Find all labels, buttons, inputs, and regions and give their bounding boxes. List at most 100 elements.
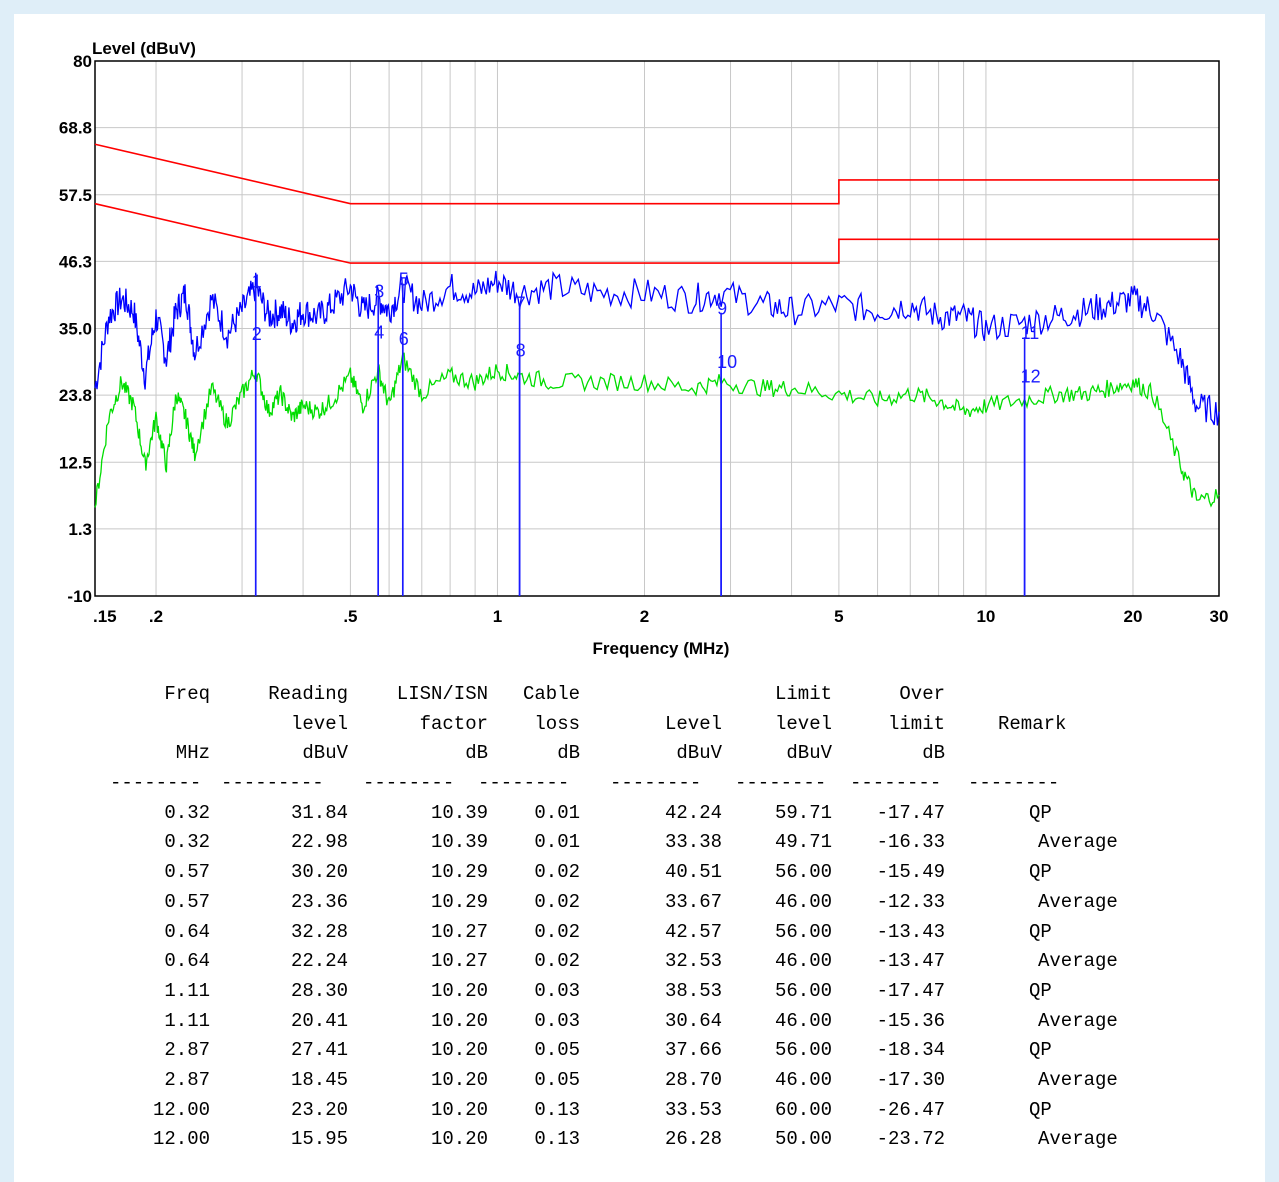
table-cell: 46.00 — [775, 1009, 833, 1032]
table-cell: 10.29 — [431, 861, 489, 884]
table-cell: QP — [1029, 1098, 1052, 1121]
table-cell: 60.00 — [775, 1098, 833, 1121]
table-cell: factor — [419, 712, 489, 735]
x-tick-label: .15 — [93, 607, 117, 626]
table-cell: -------- — [850, 772, 942, 795]
table-cell: level — [775, 712, 833, 735]
table-cell: -------- — [363, 772, 455, 795]
marker-label-1: 1 — [252, 271, 262, 291]
table-cell: 2.87 — [164, 1039, 210, 1062]
y-tick-label: 12.5 — [59, 453, 92, 472]
x-tick-label: 30 — [1210, 607, 1229, 626]
table-cell: Average — [1038, 890, 1118, 913]
chart-grid — [95, 61, 1219, 596]
table-cell: -18.34 — [876, 1039, 946, 1062]
x-tick-label: .5 — [343, 607, 357, 626]
table-cell: 28.70 — [665, 1068, 723, 1091]
table-cell: -17.30 — [876, 1068, 946, 1091]
table-cell: 42.24 — [665, 801, 723, 824]
x-tick-label: 5 — [834, 607, 843, 626]
limit-line-2 — [94, 202, 1219, 264]
table-cell: 26.28 — [665, 1128, 723, 1151]
table-cell: 0.05 — [534, 1068, 580, 1091]
table-cell: 37.66 — [665, 1039, 723, 1062]
table-cell: 2.87 — [164, 1068, 210, 1091]
table-cell: -26.47 — [876, 1098, 946, 1121]
table-cell: 22.24 — [291, 950, 349, 973]
table-cell: 10.27 — [431, 950, 489, 973]
table-cell: 10.20 — [431, 1039, 489, 1062]
marker-label-9: 9 — [717, 299, 727, 319]
y-axis-title: Level (dBuV) — [92, 39, 196, 58]
table-cell: 10.39 — [431, 831, 489, 854]
table-cell: 0.02 — [534, 890, 580, 913]
x-tick-label: 10 — [976, 607, 995, 626]
marker-label-12: 12 — [1021, 366, 1041, 386]
table-cell: 10.27 — [431, 920, 489, 943]
table-cell: 22.98 — [291, 831, 349, 854]
marker-label-3: 3 — [374, 282, 384, 302]
plot-frame — [94, 60, 1220, 597]
y-tick-label: 46.3 — [59, 252, 92, 271]
table-cell: 46.00 — [775, 950, 833, 973]
marker-label-6: 6 — [399, 329, 409, 349]
table-cell: 0.01 — [534, 831, 580, 854]
y-tick-labels: 80 68.8 57.5 46.3 35.0 23.8 12.5 1.3 -10 — [59, 52, 92, 606]
table-cell: LISN/ISN — [396, 683, 489, 705]
table-cell: 10.20 — [431, 979, 489, 1002]
table-cell: -------- — [110, 772, 202, 795]
table-cell: Over — [899, 683, 945, 705]
marker-label-2: 2 — [252, 324, 262, 344]
table-cell: 0.01 — [534, 801, 580, 824]
table-cell: 0.13 — [534, 1098, 580, 1121]
table-cell: 50.00 — [775, 1128, 833, 1151]
x-tick-label: 20 — [1124, 607, 1143, 626]
table-cell: Level — [665, 712, 723, 735]
table-cell: QP — [1029, 1039, 1052, 1062]
y-tick-label: 57.5 — [59, 186, 92, 205]
table-cell: 0.32 — [164, 801, 210, 824]
table-cell: Limit — [775, 683, 833, 705]
table-cell: limit — [888, 712, 946, 735]
table-cell: 0.02 — [534, 861, 580, 884]
table-cell: --------- — [221, 772, 324, 795]
table-cell: -13.47 — [876, 950, 946, 973]
table-cell: -------- — [968, 772, 1060, 795]
table-cell: 23.20 — [291, 1098, 349, 1121]
table-cell: 30.20 — [291, 861, 349, 884]
table-cell: 38.53 — [665, 979, 723, 1002]
trace-lines — [94, 270, 1220, 508]
table-cell: 20.41 — [291, 1009, 349, 1032]
table-cell: -15.49 — [876, 861, 946, 884]
table-cell: Average — [1038, 950, 1118, 973]
table-cell: 15.95 — [291, 1128, 349, 1151]
table-cell: level — [291, 712, 349, 735]
table-cell: 33.38 — [665, 831, 723, 854]
table-cell: -------- — [735, 772, 827, 795]
table-cell: 33.53 — [665, 1098, 723, 1121]
average-trace — [94, 352, 1220, 508]
table-cell: 42.57 — [665, 920, 723, 943]
table-cell: 32.53 — [665, 950, 723, 973]
table-cell: loss — [534, 712, 580, 735]
table-cell: dB — [465, 742, 488, 765]
x-tick-label: 2 — [640, 607, 649, 626]
table-cell: 56.00 — [775, 861, 833, 884]
table-cell: 0.02 — [534, 920, 580, 943]
qp-trace — [94, 270, 1220, 426]
table-cell: 0.57 — [164, 861, 210, 884]
table-cell: Reading — [268, 683, 349, 705]
table-cell: -16.33 — [876, 831, 946, 854]
table-cell: 0.03 — [534, 979, 580, 1002]
table-cell: QP — [1029, 861, 1052, 884]
table-cell: 33.67 — [665, 890, 723, 913]
marker-label-11: 11 — [1021, 323, 1040, 343]
table-cell: -12.33 — [876, 890, 946, 913]
table-cell: 0.02 — [534, 950, 580, 973]
table-cell: 10.20 — [431, 1098, 489, 1121]
table-cell: QP — [1029, 979, 1052, 1002]
table-cell: Cable — [523, 683, 581, 705]
table-cell: 30.64 — [665, 1009, 723, 1032]
x-tick-label: 1 — [493, 607, 502, 626]
